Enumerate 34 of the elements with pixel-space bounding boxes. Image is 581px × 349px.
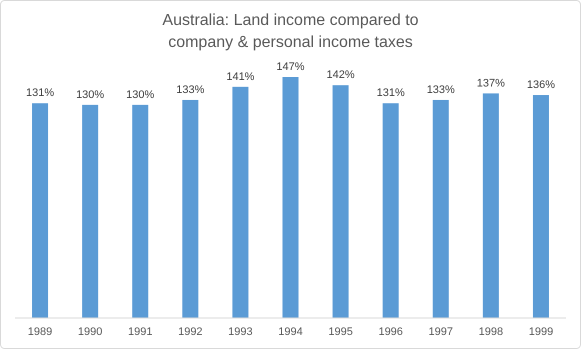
- bar: [32, 103, 48, 318]
- x-tick-label: 1992: [178, 326, 203, 338]
- x-tick-label: 1996: [378, 326, 403, 338]
- x-tick-label: 1990: [78, 326, 102, 338]
- bar: [82, 104, 98, 318]
- bar: [482, 93, 499, 318]
- bar: [182, 100, 198, 318]
- bar: [232, 86, 248, 318]
- data-label: 131%: [26, 87, 54, 100]
- bar: [432, 100, 449, 318]
- bar: [132, 104, 148, 318]
- data-label: 142%: [326, 69, 355, 82]
- data-label: 133%: [176, 84, 205, 96]
- bar: [332, 85, 349, 318]
- data-label: 136%: [526, 79, 556, 92]
- x-tick-label: 1993: [228, 326, 253, 338]
- x-tick-label: 1989: [28, 326, 52, 338]
- x-tick-label: 1995: [328, 326, 353, 338]
- data-label: 133%: [426, 84, 456, 96]
- data-label: 131%: [376, 87, 405, 100]
- chart-title: Australia: Land income compared to company & personal income taxes: [162, 12, 419, 51]
- data-label: 141%: [226, 70, 255, 83]
- data-label: 137%: [476, 77, 506, 90]
- bar: [532, 95, 549, 318]
- data-label: 147%: [276, 61, 305, 73]
- x-tick-label: 1991: [128, 326, 152, 338]
- x-tick-label: 1997: [428, 326, 454, 338]
- x-tick-label: 1998: [478, 326, 504, 338]
- data-label: 130%: [126, 88, 155, 101]
- data-label: 130%: [76, 88, 104, 101]
- bar: [282, 77, 299, 318]
- bar: [382, 103, 399, 318]
- x-tick-label: 1999: [528, 326, 554, 338]
- x-tick-label: 1994: [278, 326, 303, 338]
